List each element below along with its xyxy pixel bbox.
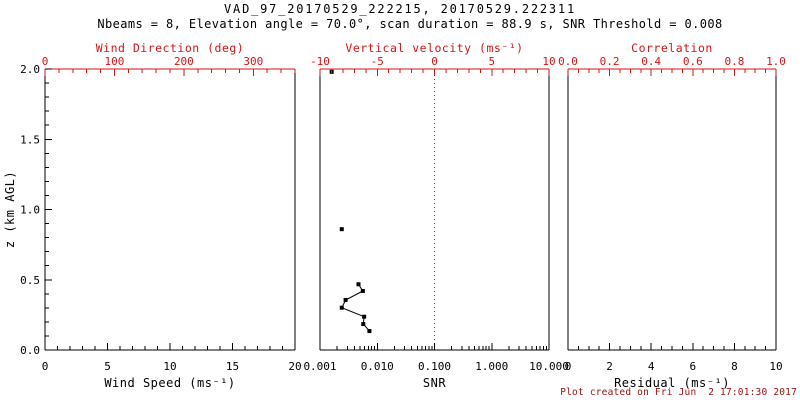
bottom-axis-title: Wind Speed (ms⁻¹) bbox=[104, 376, 235, 390]
top-tick-label: 0.6 bbox=[683, 55, 703, 68]
data-point bbox=[356, 282, 361, 287]
bottom-tick-label: 6 bbox=[689, 360, 696, 373]
y-tick-label: 1.5 bbox=[20, 133, 40, 146]
top-axis-title: Vertical velocity (ms⁻¹) bbox=[345, 41, 523, 55]
data-point bbox=[361, 322, 366, 327]
data-point bbox=[362, 314, 367, 319]
bottom-tick-label: 10 bbox=[163, 360, 176, 373]
top-tick-label: 0.0 bbox=[558, 55, 578, 68]
top-tick-label: 5 bbox=[488, 55, 495, 68]
y-tick-label: 1.0 bbox=[20, 204, 40, 217]
bottom-tick-label: 8 bbox=[731, 360, 738, 373]
top-tick-label: 0.2 bbox=[600, 55, 620, 68]
bottom-tick-label: 0 bbox=[42, 360, 49, 373]
top-tick-label: 0.8 bbox=[724, 55, 744, 68]
top-tick-label: 1.0 bbox=[766, 55, 786, 68]
top-axis-title: Correlation bbox=[631, 41, 713, 55]
bottom-tick-label: 0 bbox=[565, 360, 572, 373]
bottom-tick-label: 0.010 bbox=[361, 360, 394, 373]
plot-title: VAD_97_20170529_222215, 20170529.222311 bbox=[224, 2, 576, 16]
top-tick-label: 300 bbox=[243, 55, 263, 68]
bottom-tick-label: 10 bbox=[769, 360, 782, 373]
bottom-axis-title: Residual (ms⁻¹) bbox=[614, 376, 730, 390]
data-point bbox=[339, 305, 344, 310]
top-tick-label: 0 bbox=[42, 55, 49, 68]
top-tick-label: 0.4 bbox=[641, 55, 661, 68]
top-tick-label: 10 bbox=[542, 55, 555, 68]
bottom-tick-label: 2 bbox=[606, 360, 613, 373]
data-point bbox=[339, 227, 344, 232]
snr-panel: 0.001 0.010 0.100 1.000 10.000 SNR -10 -5 0 5 10 Ve… bbox=[303, 41, 568, 390]
bottom-axis-title: SNR bbox=[423, 376, 446, 390]
bottom-tick-label: 1.000 bbox=[475, 360, 508, 373]
y-tick-label: 2.0 bbox=[20, 63, 40, 76]
top-tick-label: 0 bbox=[431, 55, 438, 68]
plot-subtitle: Nbeams = 8, Elevation angle = 70.0°, sca… bbox=[97, 17, 723, 31]
top-tick-label: -10 bbox=[310, 55, 330, 68]
data-point bbox=[343, 297, 348, 302]
y-axis-title: z (km AGL) bbox=[3, 171, 17, 248]
bottom-tick-label: 0.001 bbox=[303, 360, 336, 373]
plot-created-timestamp: Plot created on Fri Jun 2 17:01:30 2017 bbox=[560, 387, 797, 398]
data-point bbox=[360, 288, 365, 293]
bottom-tick-label: 4 bbox=[648, 360, 655, 373]
top-tick-label: 200 bbox=[174, 55, 194, 68]
y-tick-label: 0.5 bbox=[20, 274, 40, 287]
top-tick-label: 100 bbox=[105, 55, 125, 68]
top-tick-label: -5 bbox=[371, 55, 384, 68]
top-axis-title: Wind Direction (deg) bbox=[96, 41, 244, 55]
bottom-tick-label: 15 bbox=[226, 360, 239, 373]
y-tick-label: 0.0 bbox=[20, 344, 40, 357]
wind-panel: 0 5 10 15 20 Wind Speed (ms⁻¹) 0 100 200 300Wind … bbox=[3, 41, 302, 390]
bottom-tick-label: 0.100 bbox=[418, 360, 451, 373]
bottom-tick-label: 5 bbox=[104, 360, 111, 373]
residual-panel: 0 2 4 6 8 10 Residual (ms⁻¹) 0.0 0.2 0.4 0.6 0.8 1.0… bbox=[558, 41, 786, 390]
bottom-tick-label: 20 bbox=[288, 360, 301, 373]
data-point bbox=[367, 329, 372, 334]
bottom-tick-label: 10.000 bbox=[529, 360, 569, 373]
